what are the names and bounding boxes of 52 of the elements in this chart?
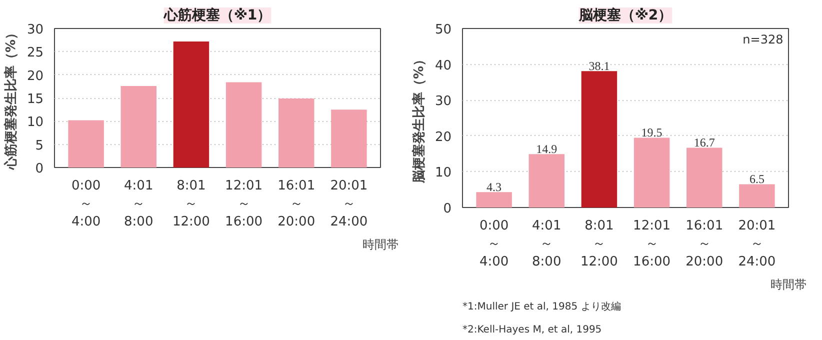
bar <box>173 41 210 168</box>
chart-title: 脳梗塞（※2） <box>578 6 672 24</box>
y-axis-title: 心筋梗塞発生比率（%） <box>2 26 19 171</box>
x-tick-label: 4:01 ～ 8:00 <box>124 178 154 230</box>
x-tick-label: 8:01 ～ 12:00 <box>580 218 618 270</box>
data-label: 14.9 <box>536 142 558 156</box>
x-axis-title: 時間帯 <box>362 238 398 252</box>
text: *2:Kell-Hayes M, et al, 1995 <box>462 324 602 336</box>
bar <box>226 82 262 168</box>
text: *1:Muller JE et al, 1985 より改編 <box>462 300 621 312</box>
bar <box>278 98 314 168</box>
x-tick-label: 16:01 ～ 20:00 <box>278 178 316 230</box>
y-axis-title: 脳梗塞発生比率（%） <box>410 52 427 184</box>
annotation: n=328 <box>742 32 784 46</box>
bar <box>581 71 618 208</box>
y-tick-label: 50 <box>434 22 452 38</box>
bar <box>739 184 775 208</box>
x-tick-label: 0:00 ～ 4:00 <box>71 178 101 230</box>
data-label: 38.1 <box>588 59 610 74</box>
bar <box>528 154 565 208</box>
data-label: 4.3 <box>486 180 502 194</box>
x-tick-label: 4:01 ～ 8:00 <box>532 218 562 270</box>
x-tick-label: 12:01 ～ 16:00 <box>225 178 263 230</box>
y-tick-label: 0 <box>443 202 452 216</box>
x-tick-label: 20:01 ～ 24:00 <box>330 178 368 230</box>
bar <box>331 110 367 168</box>
y-tick-label: 20 <box>434 130 452 145</box>
data-label: 16.7 <box>694 136 715 150</box>
y-tick-label: 10 <box>434 166 452 181</box>
data-label: 6.5 <box>749 172 764 186</box>
x-axis-title: 時間帯 <box>770 278 806 292</box>
y-tick-label: 15 <box>26 92 44 107</box>
x-tick-label: 16:01 ～ 20:00 <box>686 218 724 270</box>
x-tick-label: 8:01 ～ 12:00 <box>172 178 210 230</box>
data-label: 19.5 <box>641 126 662 140</box>
y-tick-label: 5 <box>35 138 44 154</box>
x-tick-label: 12:01 ～ 16:00 <box>633 218 671 270</box>
y-tick-label: 10 <box>26 115 44 130</box>
bar <box>686 148 722 208</box>
y-tick-label: 20 <box>26 68 44 84</box>
bar <box>68 120 104 168</box>
bar <box>120 86 157 168</box>
y-tick-label: 30 <box>434 94 452 110</box>
y-tick-label: 40 <box>434 58 452 74</box>
y-tick-label: 30 <box>26 22 44 38</box>
x-tick-label: 20:01 ～ 24:00 <box>738 218 776 270</box>
x-tick-label: 0:00 ～ 4:00 <box>479 218 509 270</box>
chart-title: 心筋梗塞（※1） <box>162 6 272 24</box>
bar <box>476 192 512 208</box>
bar <box>634 138 670 208</box>
y-tick-label: 0 <box>35 162 44 176</box>
y-tick-label: 25 <box>26 46 44 61</box>
